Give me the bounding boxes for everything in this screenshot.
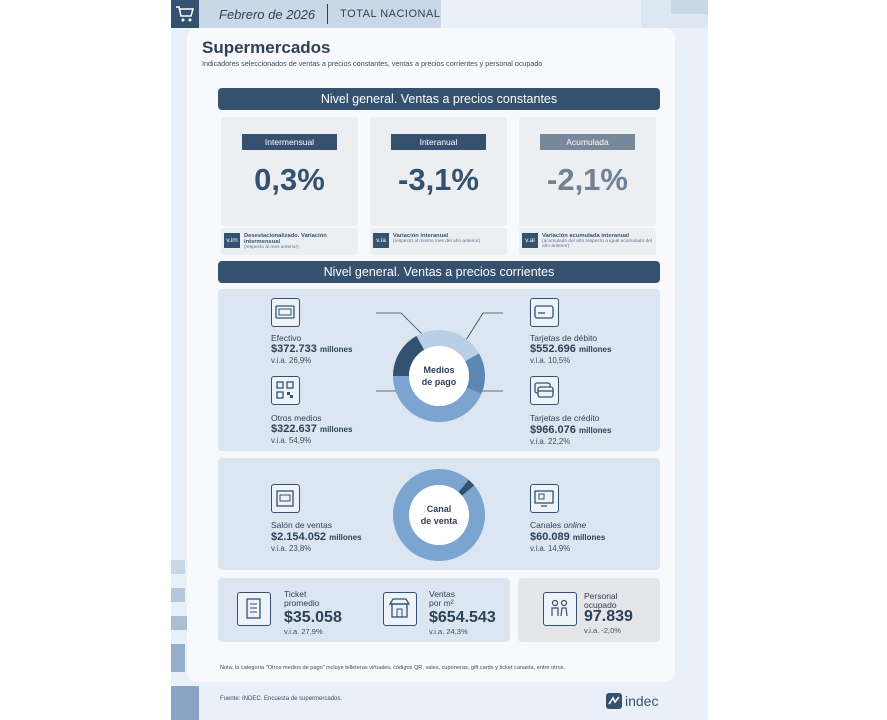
kpi-value: 0,3% xyxy=(254,162,325,197)
indec-logo: indec xyxy=(606,692,658,710)
donut-segment xyxy=(416,330,480,362)
note-subtitle: (acumulado del año respecto a igual acum… xyxy=(542,239,652,249)
header-date: Febrero de 2026 xyxy=(219,6,316,22)
via-icon: v.ia xyxy=(373,233,389,248)
cart-icon xyxy=(171,0,199,28)
ticket-value: $35.058 xyxy=(284,609,342,626)
mosaic-pixel xyxy=(171,644,185,672)
document-page: Febrero de 2026 TOTAL NACIONAL Supermerc… xyxy=(171,0,708,720)
store-amount: $2.154.052 millones xyxy=(271,531,362,543)
debit-via: v.i.a. 10,5% xyxy=(530,356,571,365)
source-note: Fuente: INDEC. Encuesta de supermercados… xyxy=(220,696,343,702)
debit-card-icon xyxy=(530,298,559,327)
note-title: Variación acumulada interanual xyxy=(542,233,629,239)
staff-via: v.i.a. -2,0% xyxy=(584,626,621,635)
donut-center-line1: Medios xyxy=(423,365,454,375)
credit-label: Tarjetas de crédito xyxy=(530,413,600,423)
sales-per-m2-value: $654.543 xyxy=(429,609,496,626)
staff-stats-panel xyxy=(518,578,660,642)
note-subtitle: (respecto al mismo mes del año anterior) xyxy=(393,239,481,244)
kpi-value: -2,1% xyxy=(547,162,628,197)
kpi-value: -3,1% xyxy=(398,162,479,197)
page-subtitle: Indicadores seleccionados de ventas a pr… xyxy=(202,59,543,68)
kpi-tag: Acumulada xyxy=(540,134,635,150)
store-via: v.i.a. 23,8% xyxy=(271,544,312,553)
online-shop-icon xyxy=(530,484,559,513)
cash-amount: $372.733 millones xyxy=(271,343,353,355)
donut-segment xyxy=(393,376,482,423)
staff-value: 97.839 xyxy=(584,608,633,625)
mosaic-pixel xyxy=(171,686,199,720)
staff-label: Personal ocupado xyxy=(584,591,618,610)
donut-segment xyxy=(393,469,485,561)
sales-per-m2-label: Ventas por m² xyxy=(429,589,455,608)
indec-logo-icon xyxy=(606,693,622,709)
cash-label: Efectivo xyxy=(271,333,302,343)
donut-hole xyxy=(409,485,469,545)
shop-front-icon xyxy=(383,592,417,626)
kpi-note-interanual: v.ia Variación interanual (respecto al m… xyxy=(370,228,507,255)
credit-via: v.i.a. 22,2% xyxy=(530,437,571,446)
header-scope: TOTAL NACIONAL xyxy=(340,8,441,20)
footnote: Nota: la categoría "Otros medios de pago… xyxy=(220,665,566,671)
donut-center-line2: de pago xyxy=(422,377,457,387)
kpi-note-acumulada: v.ai Variación acumulada interanual (acu… xyxy=(519,228,656,255)
sales-per-m2-via: v.i.a. 24,3% xyxy=(429,627,468,636)
payment-donut-chart: Medios de pago xyxy=(393,330,485,423)
donut-center-line2: de venta xyxy=(421,516,459,526)
online-via: v.i.a. 14,9% xyxy=(530,544,571,553)
ticket-via: v.i.a. 27,9% xyxy=(284,627,323,636)
other-methods-label: Otros medios xyxy=(271,413,322,423)
kpi-tag: Intermensual xyxy=(242,134,337,150)
header-bar: Febrero de 2026 TOTAL NACIONAL xyxy=(171,0,441,28)
cash-icon xyxy=(271,298,300,327)
kpi-tag: Interanual xyxy=(391,134,486,150)
people-icon xyxy=(543,592,577,626)
store-icon xyxy=(271,484,300,513)
donut-segment xyxy=(393,335,425,376)
kpi-note-intermensual: v.im Desestacionalizado. Variación inter… xyxy=(221,228,358,255)
cash-via: v.i.a. 26,9% xyxy=(271,356,312,365)
online-amount: $60.089 millones xyxy=(530,531,606,543)
note-subtitle: (respecto al mes anterior) xyxy=(244,245,299,250)
receipt-icon xyxy=(237,592,271,626)
credit-cards-icon xyxy=(530,376,559,405)
donut-center-line1: Canal xyxy=(427,504,452,514)
other-methods-amount: $322.637 millones xyxy=(271,423,353,435)
credit-amount: $966.076 millones xyxy=(530,424,612,436)
indec-logo-text: indec xyxy=(625,693,659,709)
online-label: Canales online xyxy=(530,520,587,530)
mosaic-pixel xyxy=(171,588,185,602)
kpi-card-intermensual: Intermensual 0,3% xyxy=(221,117,358,226)
header-separator xyxy=(327,4,329,24)
debit-amount: $552.696 millones xyxy=(530,343,612,355)
store-label: Salón de ventas xyxy=(271,520,332,530)
current-prices-banner: Nivel general. Ventas a precios corrient… xyxy=(218,261,660,283)
connector-line xyxy=(465,312,503,341)
qr-code-icon xyxy=(271,376,300,405)
donut-segment xyxy=(465,353,485,394)
donut-hole xyxy=(409,346,469,406)
vai-icon: v.ai xyxy=(522,233,538,248)
mosaic-pixel xyxy=(671,0,708,14)
donut-segment xyxy=(458,479,475,496)
kpi-card-acumulada: Acumulada -2,1% xyxy=(519,117,656,226)
vim-icon: v.im xyxy=(224,233,240,248)
other-methods-via: v.i.a. 54,9% xyxy=(271,436,312,445)
kpi-card-interanual: Interanual -3,1% xyxy=(370,117,507,226)
mosaic-pixel xyxy=(171,560,185,574)
note-title: Desestacionalizado. Variación intermensu… xyxy=(244,233,327,245)
sales-channel-donut-chart: Canal de venta xyxy=(393,469,485,561)
page-title: Supermercados xyxy=(202,38,331,57)
note-title: Variación interanual xyxy=(393,233,449,239)
ticket-label: Ticket promedio xyxy=(284,589,320,608)
constant-prices-banner: Nivel general. Ventas a precios constant… xyxy=(218,88,660,110)
debit-label: Tarjetas de débito xyxy=(530,333,598,343)
